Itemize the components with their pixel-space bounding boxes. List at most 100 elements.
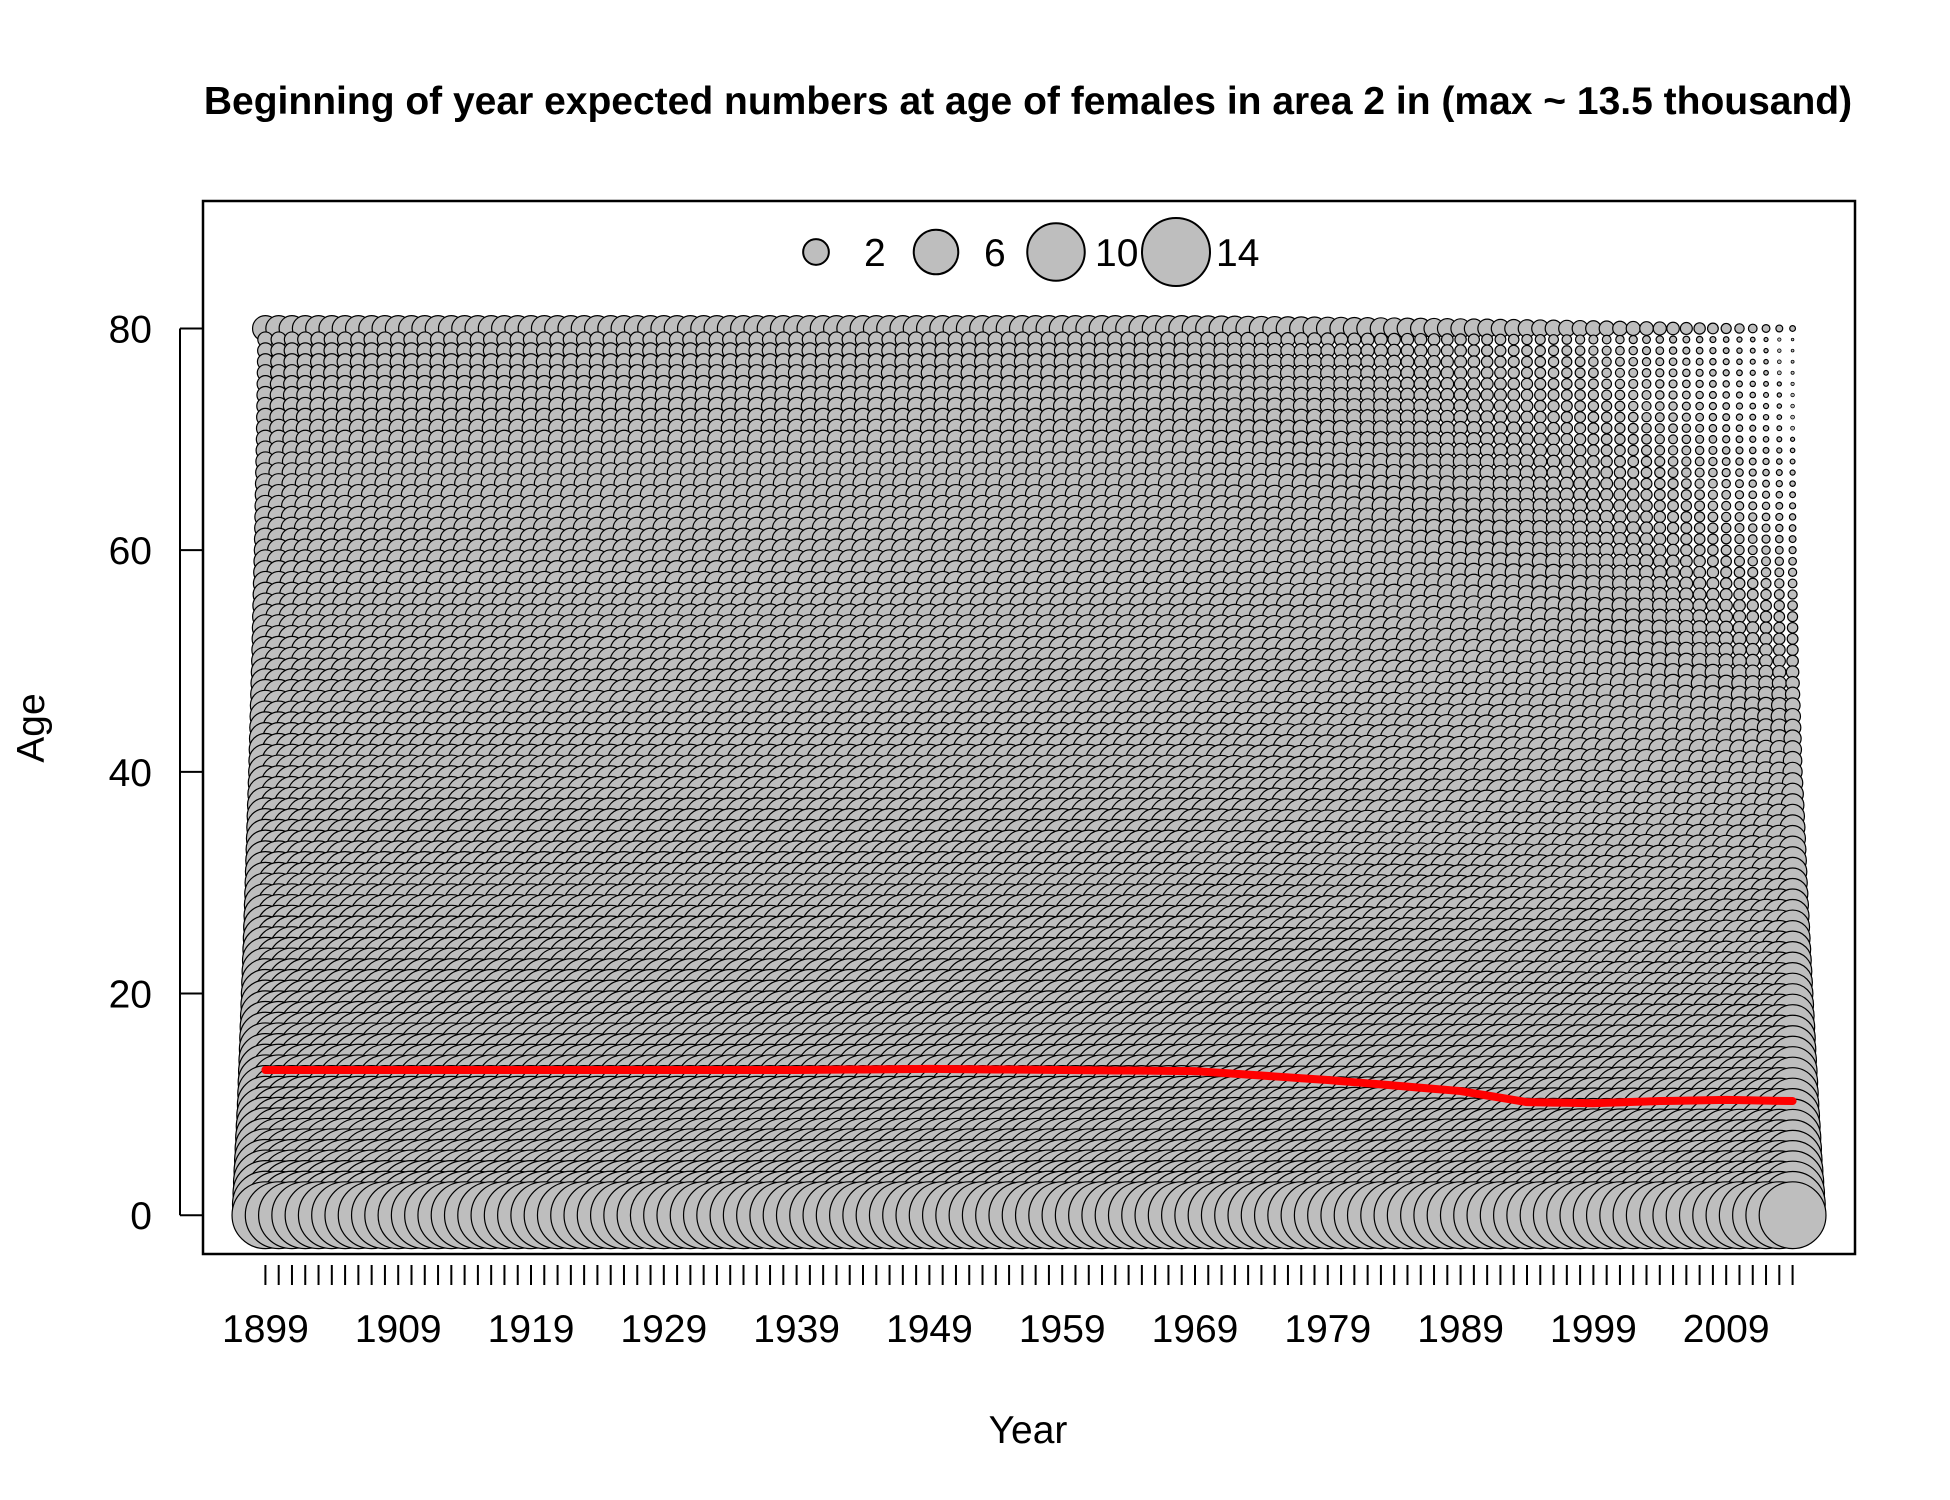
bubble-point bbox=[1761, 534, 1771, 544]
bubble-point bbox=[1467, 344, 1481, 357]
bubble-point bbox=[1749, 336, 1756, 343]
bubble-point bbox=[1746, 621, 1760, 635]
bubble-point bbox=[1774, 545, 1784, 555]
bubble-point bbox=[1722, 369, 1730, 377]
bubble-point bbox=[1761, 323, 1771, 333]
bubble-point bbox=[1547, 410, 1560, 424]
bubble-point bbox=[1587, 389, 1600, 401]
bubble-point bbox=[1667, 488, 1679, 501]
bubble-point bbox=[1680, 521, 1693, 534]
bubble-point bbox=[1668, 379, 1678, 389]
bubble-point bbox=[1722, 358, 1730, 366]
bubble-point bbox=[1667, 510, 1680, 523]
bubble-point bbox=[1722, 391, 1731, 399]
bubble-point bbox=[1789, 447, 1796, 454]
bubble-point bbox=[1708, 456, 1718, 467]
bubble-point bbox=[1440, 333, 1454, 346]
bubble-point bbox=[1706, 322, 1719, 335]
bubble-point bbox=[1695, 423, 1705, 433]
bubble-point bbox=[1601, 367, 1612, 379]
bubble-point bbox=[1574, 378, 1586, 390]
bubble-point bbox=[1693, 554, 1706, 568]
bubble-point bbox=[1762, 391, 1770, 399]
bubble-point bbox=[1601, 400, 1613, 412]
bubble-point bbox=[1655, 335, 1665, 344]
bubble-point bbox=[1734, 511, 1745, 522]
bubble-point bbox=[1588, 345, 1599, 356]
bubble-point bbox=[1735, 446, 1744, 455]
bubble-point bbox=[1786, 632, 1799, 645]
bubble-point bbox=[1615, 334, 1625, 345]
bubble-point bbox=[1668, 335, 1678, 344]
bubble-point bbox=[1749, 369, 1756, 376]
bubble-point bbox=[1574, 389, 1586, 401]
bubble-point bbox=[1627, 444, 1639, 457]
bubble-point bbox=[1775, 523, 1784, 533]
bubble-point bbox=[1600, 477, 1614, 491]
bubble-point bbox=[1614, 389, 1626, 401]
bubble-point bbox=[1587, 400, 1600, 412]
bubble-point bbox=[1680, 532, 1693, 546]
bubble-point bbox=[1679, 554, 1693, 568]
bubble-point bbox=[1722, 413, 1731, 422]
bubble-point bbox=[1735, 391, 1744, 399]
bubble-point bbox=[1735, 413, 1744, 421]
bubble-point bbox=[1640, 444, 1653, 456]
bubble-point bbox=[1722, 380, 1730, 388]
bubble-point bbox=[1695, 434, 1705, 444]
bubble-point bbox=[1790, 359, 1795, 364]
bubble-point bbox=[1614, 356, 1625, 367]
bubble-point bbox=[1773, 599, 1785, 612]
bubble-point bbox=[1574, 411, 1587, 424]
bubble-point bbox=[1759, 621, 1773, 635]
bubble-point bbox=[1614, 433, 1626, 446]
bubble-point bbox=[1721, 478, 1731, 489]
bubble-point bbox=[1749, 413, 1757, 421]
bubble-point bbox=[1721, 457, 1731, 466]
bubble-point bbox=[1667, 456, 1679, 467]
bubble-point bbox=[1786, 643, 1799, 657]
bubble-point bbox=[1722, 402, 1731, 410]
bubble-point bbox=[1654, 412, 1665, 423]
bubble-point bbox=[1641, 433, 1652, 445]
bubble-point bbox=[1600, 411, 1613, 423]
bubble-point bbox=[1759, 610, 1773, 623]
bubble-point bbox=[1627, 466, 1640, 479]
bubble-point bbox=[1776, 425, 1783, 432]
bubble-point bbox=[1693, 544, 1706, 557]
bubble-point bbox=[1748, 479, 1758, 488]
bubble-point bbox=[1708, 445, 1718, 455]
bubble-point bbox=[1681, 434, 1692, 445]
bubble-point bbox=[1748, 490, 1758, 500]
bubble-point bbox=[1763, 358, 1769, 365]
bubble-point bbox=[1775, 479, 1783, 488]
bubble-point bbox=[1548, 334, 1560, 346]
bubble-point bbox=[1681, 467, 1692, 478]
bubble-point bbox=[1520, 421, 1534, 435]
bubble-point bbox=[1682, 335, 1691, 344]
bubble-point bbox=[1790, 348, 1795, 353]
bubble-point bbox=[1790, 425, 1795, 431]
bubble-point bbox=[1762, 468, 1770, 477]
bubble-point bbox=[1668, 390, 1678, 400]
bubble-point bbox=[1653, 521, 1667, 535]
bubble-point bbox=[1720, 566, 1733, 579]
bubble-point bbox=[1574, 422, 1587, 435]
bubble-point bbox=[1641, 411, 1652, 423]
bubble-point bbox=[1520, 377, 1534, 391]
bubble-point bbox=[1573, 433, 1587, 446]
bubble-point bbox=[1789, 469, 1796, 476]
bubble-point bbox=[1706, 555, 1719, 568]
bubble-point bbox=[1668, 368, 1678, 378]
bubble-point bbox=[1748, 468, 1757, 477]
bubble-point bbox=[1761, 490, 1771, 499]
bubble-point bbox=[1427, 344, 1441, 358]
bubble-point bbox=[1761, 512, 1771, 522]
bubble-point bbox=[1534, 388, 1547, 402]
bubble-point bbox=[1547, 399, 1560, 413]
bubble-point bbox=[1507, 366, 1520, 380]
bubble-point bbox=[1586, 455, 1600, 468]
bubble-point bbox=[1773, 589, 1785, 600]
bubble-point bbox=[1493, 388, 1508, 402]
bubble-point bbox=[1762, 457, 1770, 466]
